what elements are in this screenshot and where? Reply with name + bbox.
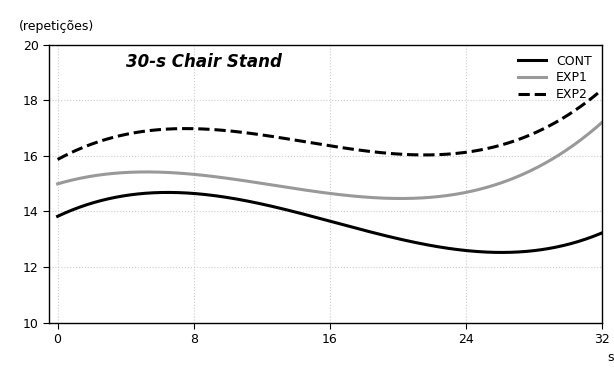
CONT [301,212,308,217]
Line: EXP1: EXP1 [58,123,602,198]
EXP2 [418,153,425,157]
CONT [498,250,505,255]
Legend: CONT, EXP1, EXP2: CONT, EXP1, EXP2 [515,51,596,105]
Text: semanas: semanas [607,351,614,364]
EXP1 [194,173,201,177]
Line: CONT: CONT [58,193,602,252]
EXP1 [397,196,405,201]
CONT [150,191,158,195]
EXP1 [375,196,382,200]
EXP2 [300,139,308,144]
CONT [54,214,61,219]
CONT [418,242,426,246]
EXP2 [194,127,201,131]
Text: (repetições): (repetições) [19,20,94,33]
EXP1 [54,182,61,186]
CONT [195,192,202,196]
Text: 30-s Chair Stand: 30-s Chair Stand [126,53,282,71]
CONT [376,232,383,236]
CONT [598,231,605,235]
EXP1 [598,121,605,125]
EXP2 [150,128,158,132]
EXP2 [464,150,471,154]
EXP2 [375,150,382,155]
EXP1 [418,196,426,200]
CONT [164,190,171,195]
EXP2 [54,157,61,162]
EXP1 [300,188,308,192]
EXP1 [465,190,472,194]
Line: EXP2: EXP2 [58,90,602,160]
EXP2 [598,88,605,92]
CONT [465,249,472,253]
EXP1 [150,170,158,174]
